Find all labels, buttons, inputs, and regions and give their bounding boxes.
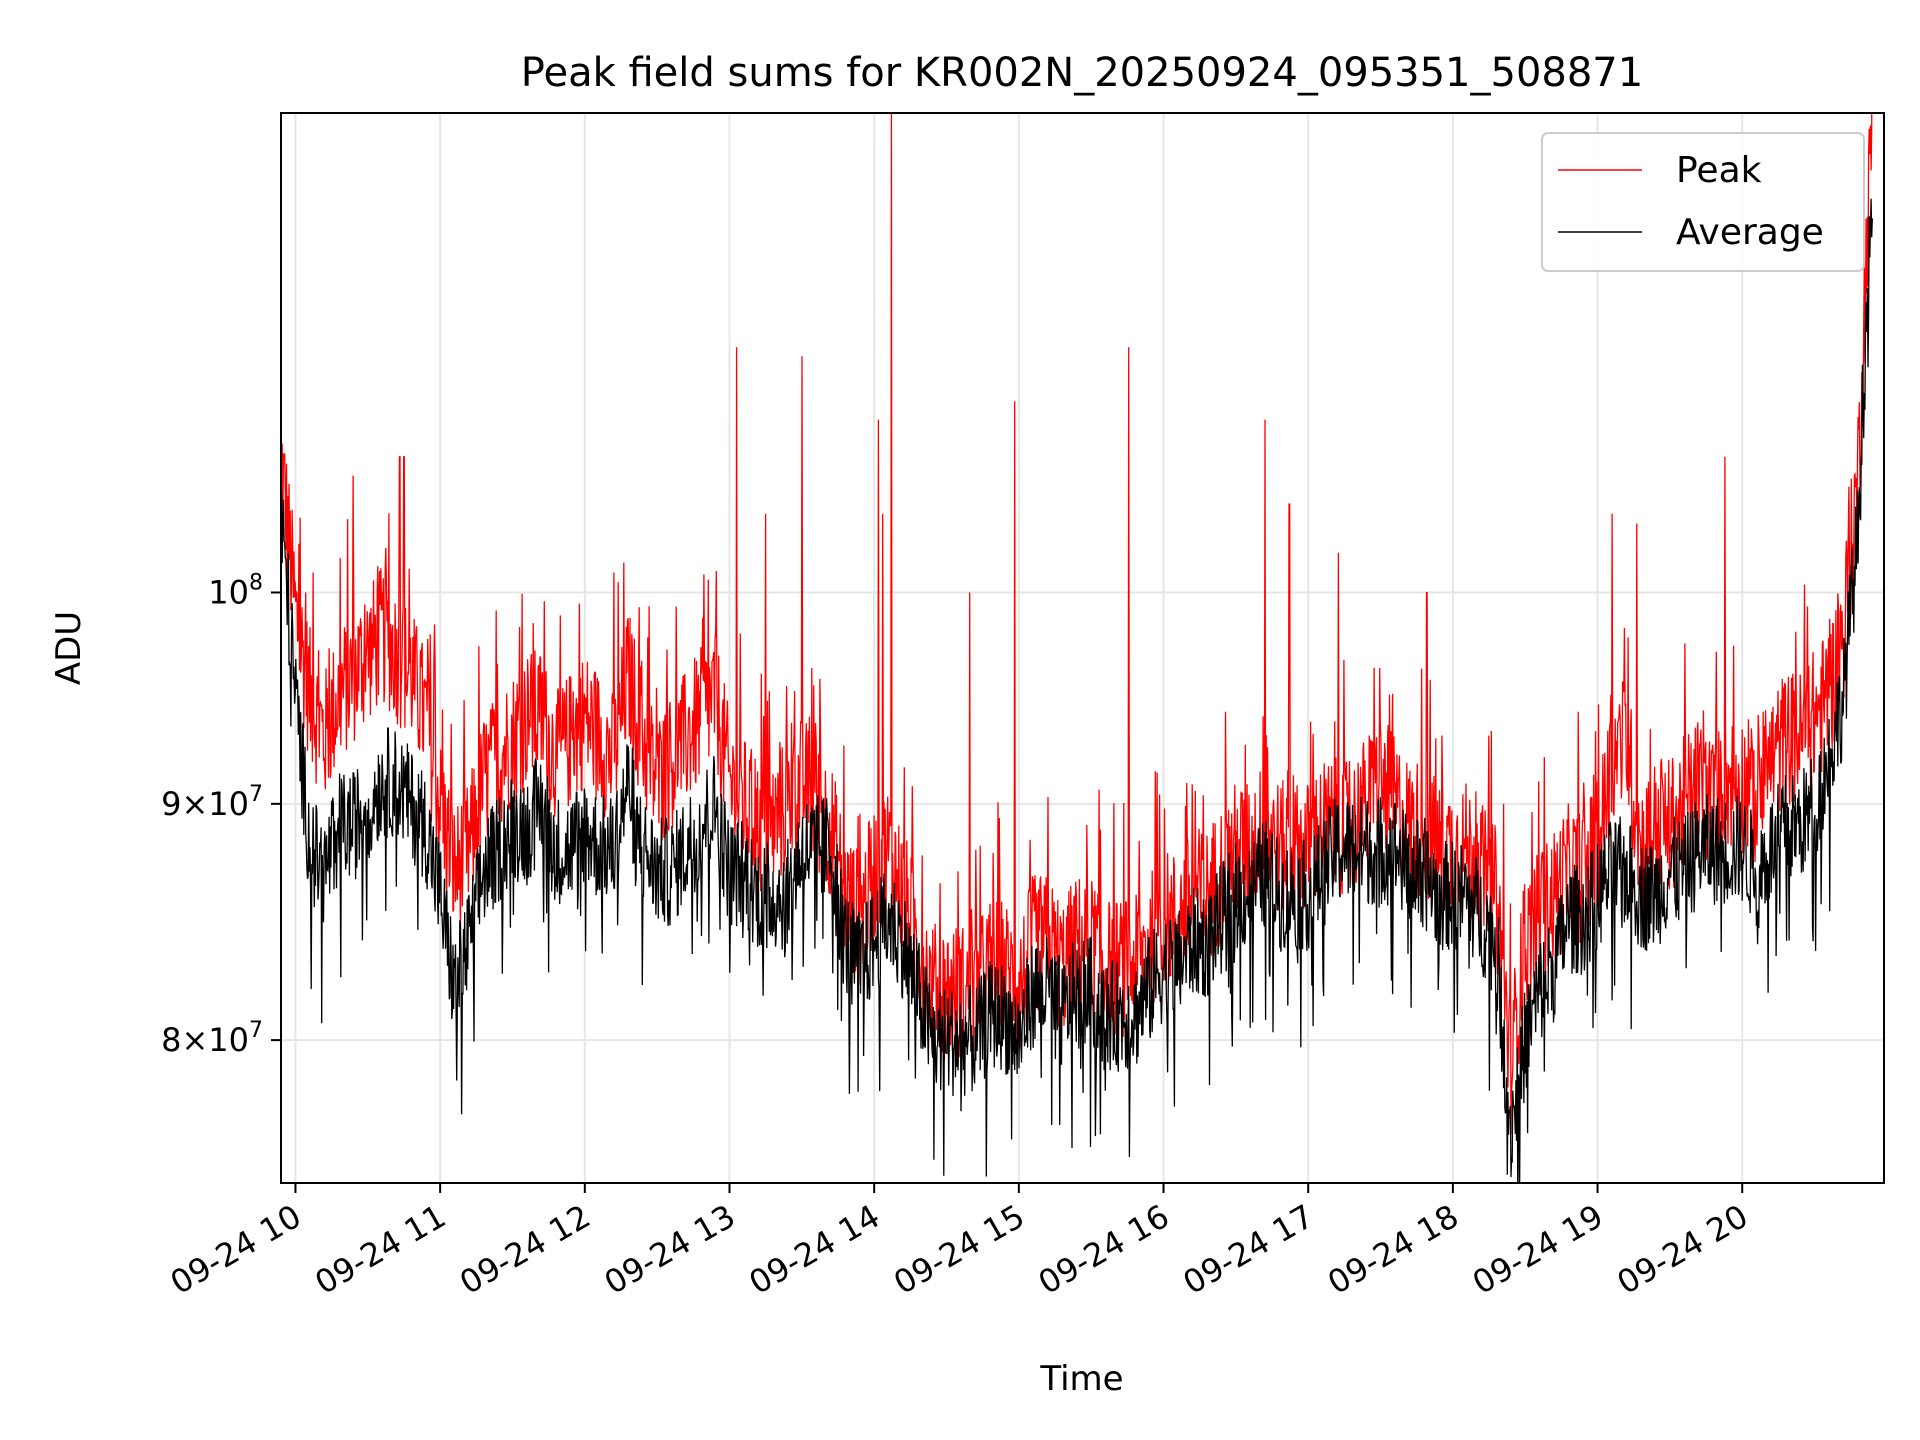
y-tick-label: 9×107: [161, 782, 263, 823]
y-tick-label: 8×107: [161, 1018, 263, 1059]
series-line-average: [281, 198, 1873, 1183]
legend-box: [1541, 132, 1865, 272]
series-line-peak: [281, 113, 1873, 1135]
y-tick-label: 108: [208, 570, 263, 611]
chart-title: Peak field sums for KR002N_20250924_0953…: [521, 50, 1643, 96]
y-axis-label: ADU: [49, 611, 89, 685]
legend-label-average: Average: [1676, 212, 1824, 253]
grid-lines: [281, 113, 1884, 1183]
legend-label-peak: Peak: [1676, 150, 1762, 191]
axes-frame: [280, 112, 1885, 1184]
legend: Peak Average: [1541, 132, 1865, 272]
x-axis-label: Time: [1039, 1359, 1123, 1399]
plot-area: [281, 113, 1873, 1183]
y-axis: 8×107 9×107 108: [161, 570, 281, 1059]
